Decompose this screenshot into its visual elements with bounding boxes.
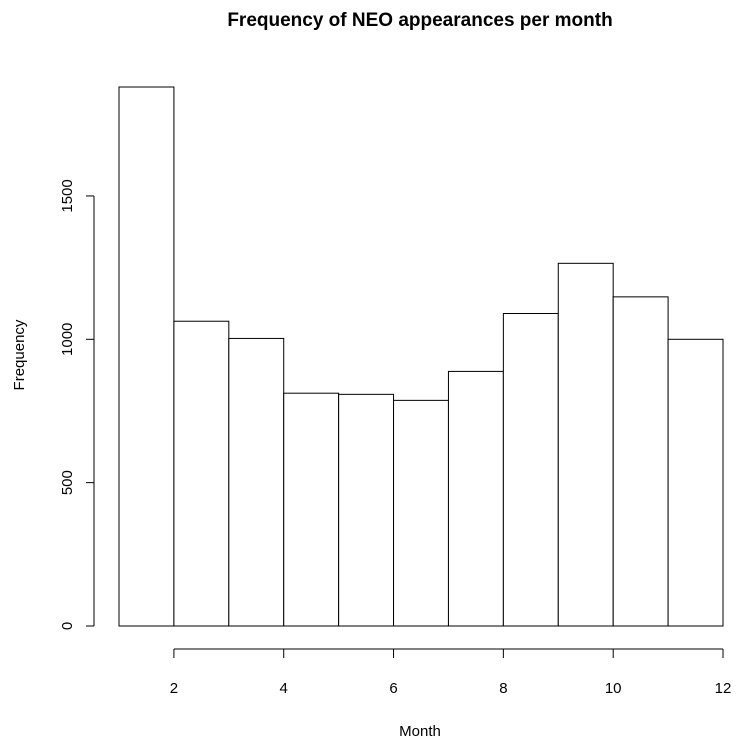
bar-2 (228, 337, 285, 627)
bar-5 (393, 399, 449, 627)
y-axis-label: Frequency (11, 319, 28, 390)
x-tick-label-2: 6 (389, 680, 397, 697)
bar-6 (447, 370, 504, 627)
y-tick-label-2: 1000 (59, 323, 76, 356)
x-axis: 2 4 6 8 10 12 (170, 648, 732, 697)
bar-9 (612, 296, 669, 627)
chart-title: Frequency of NEO appearances per month (227, 10, 612, 31)
bar-3 (283, 392, 340, 627)
bar-10 (667, 338, 724, 627)
bar-7 (502, 312, 559, 627)
bars-group (118, 86, 724, 627)
y-tick-label-1: 500 (59, 470, 76, 495)
bar-8 (557, 262, 614, 627)
bar-0 (118, 86, 175, 627)
x-tick-label-3: 8 (499, 680, 507, 697)
y-tick-label-3: 1500 (59, 179, 76, 212)
y-tick-label-0: 0 (59, 622, 76, 630)
x-axis-label: Month (399, 723, 441, 740)
x-tick-label-4: 10 (605, 680, 622, 697)
bar-1 (173, 320, 230, 627)
x-tick-label-0: 2 (170, 680, 178, 697)
bar-4 (338, 393, 395, 627)
x-tick-label-5: 12 (715, 680, 732, 697)
y-axis: 0 500 1000 1500 (59, 179, 95, 630)
x-tick-label-1: 4 (280, 680, 288, 697)
